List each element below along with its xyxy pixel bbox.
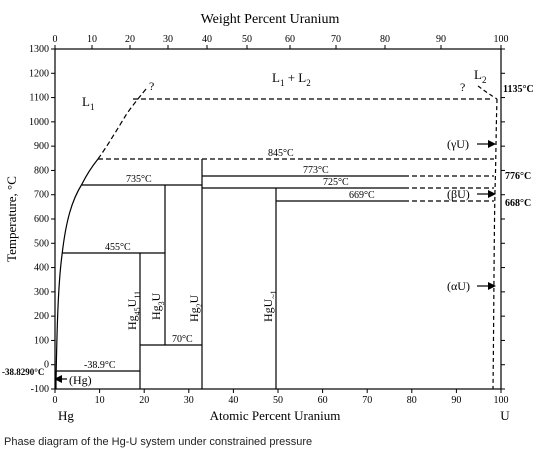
x-top-tick-label: 90 [436,34,446,45]
x-top-axis-ticks: 0 10 20 30 40 50 60 70 80 90 100 [53,34,509,49]
label-gamma-u: (γU) [447,137,469,151]
temp-label-70: 70°C [172,334,193,345]
y-tick-label: 1300 [29,44,49,55]
liquidus-dashed-extension [97,88,147,160]
x-bottom-tick-label: 60 [318,395,328,406]
arrowhead-hg-solid [54,375,62,383]
y-tick-label: -100 [31,384,49,395]
label-alpha-u: (αU) [447,279,470,293]
y-tick-label: 700 [34,190,49,201]
temp-label-776: 776°C [505,171,531,182]
y-tick-label: 1000 [29,117,49,128]
bottom-axis-title: Atomic Percent Uranium [210,408,341,423]
y-tick-label: 200 [34,311,49,322]
label-l1: L1 [82,94,94,112]
plot-frame [54,48,502,390]
x-top-tick-label: 70 [331,34,341,45]
temp-label-735: 735°C [126,174,152,185]
compound-label-hgu1: HgU~1 [261,290,278,322]
temp-label-minus-38-829: -38.8290°C [2,367,44,377]
y-tick-label: 400 [34,263,49,274]
x-bottom-tick-label: 80 [407,395,417,406]
temp-label-669: 669°C [349,190,375,201]
temp-label-773: 773°C [303,165,329,176]
temp-label-845: 845°C [268,148,294,159]
x-top-tick-label: 60 [285,34,295,45]
label-l1-l2: L1 + L2 [272,70,311,88]
temp-label-minus-38-9: -38.9°C [84,360,116,371]
x-top-tick-label: 30 [163,34,173,45]
x-bottom-tick-label: 40 [228,395,238,406]
l2-dashed-curve [477,85,498,100]
x-bottom-axis-ticks: 0 10 20 30 40 50 60 70 80 90 100 [53,389,509,406]
u-solvus-dashed [492,98,498,390]
y-tick-label: 100 [34,335,49,346]
liquidus-curve [55,158,99,381]
x-top-tick-label: 20 [125,34,135,45]
y-tick-label: 300 [34,287,49,298]
x-top-tick-label: 40 [202,34,212,45]
y-tick-label: 0 [44,360,49,371]
x-bottom-tick-label: 90 [451,395,461,406]
y-tick-label: 500 [34,238,49,249]
x-top-tick-label: 100 [494,34,509,45]
top-axis-title: Weight Percent Uranium [201,12,340,27]
figure-caption: Phase diagram of the Hg-U system under c… [4,436,313,448]
x-top-tick-label: 10 [87,34,97,45]
compound-label-hg2u: Hg2U [187,294,204,322]
y-tick-label: 1100 [29,93,49,104]
x-bottom-tick-label: 50 [273,395,283,406]
y-tick-label: 900 [34,141,49,152]
arrowhead-alpha-u [488,282,496,290]
x-bottom-tick-label: 10 [95,395,105,406]
compound-label-hg3u: Hg3U [149,292,166,320]
y-tick-label: 800 [34,165,49,176]
label-question-right: ? [460,80,465,94]
label-beta-u: (βU) [447,187,470,201]
x-bottom-tick-label: 30 [184,395,194,406]
x-top-tick-label: 80 [380,34,390,45]
right-element-label: U [500,408,510,423]
arrowhead-gamma-u [488,140,496,148]
x-bottom-tick-label: 20 [139,395,149,406]
x-top-tick-label: 0 [53,34,58,45]
temp-label-668: 668°C [505,198,531,209]
label-question-left: ? [149,79,154,93]
y-axis-title: Temperature, °C [4,176,19,262]
label-hg-solid: (Hg) [69,373,92,387]
left-element-label: Hg [58,408,74,423]
x-bottom-tick-label: 0 [53,395,58,406]
compound-label-hg45u11: Hg45U11 [125,291,142,330]
temp-label-455: 455°C [105,242,131,253]
label-l2: L2 [474,67,486,85]
x-bottom-tick-label: 70 [362,395,372,406]
temp-label-1135: 1135°C [503,84,534,95]
x-bottom-tick-label: 100 [494,395,509,406]
arrowhead-beta-u [488,190,496,198]
y-tick-label: 1200 [29,68,49,79]
x-top-tick-label: 50 [242,34,252,45]
y-axis-ticks: 1300120011001000900800700600500400300200… [29,44,505,395]
y-tick-label: 600 [34,214,49,225]
temp-label-725: 725°C [323,177,349,188]
